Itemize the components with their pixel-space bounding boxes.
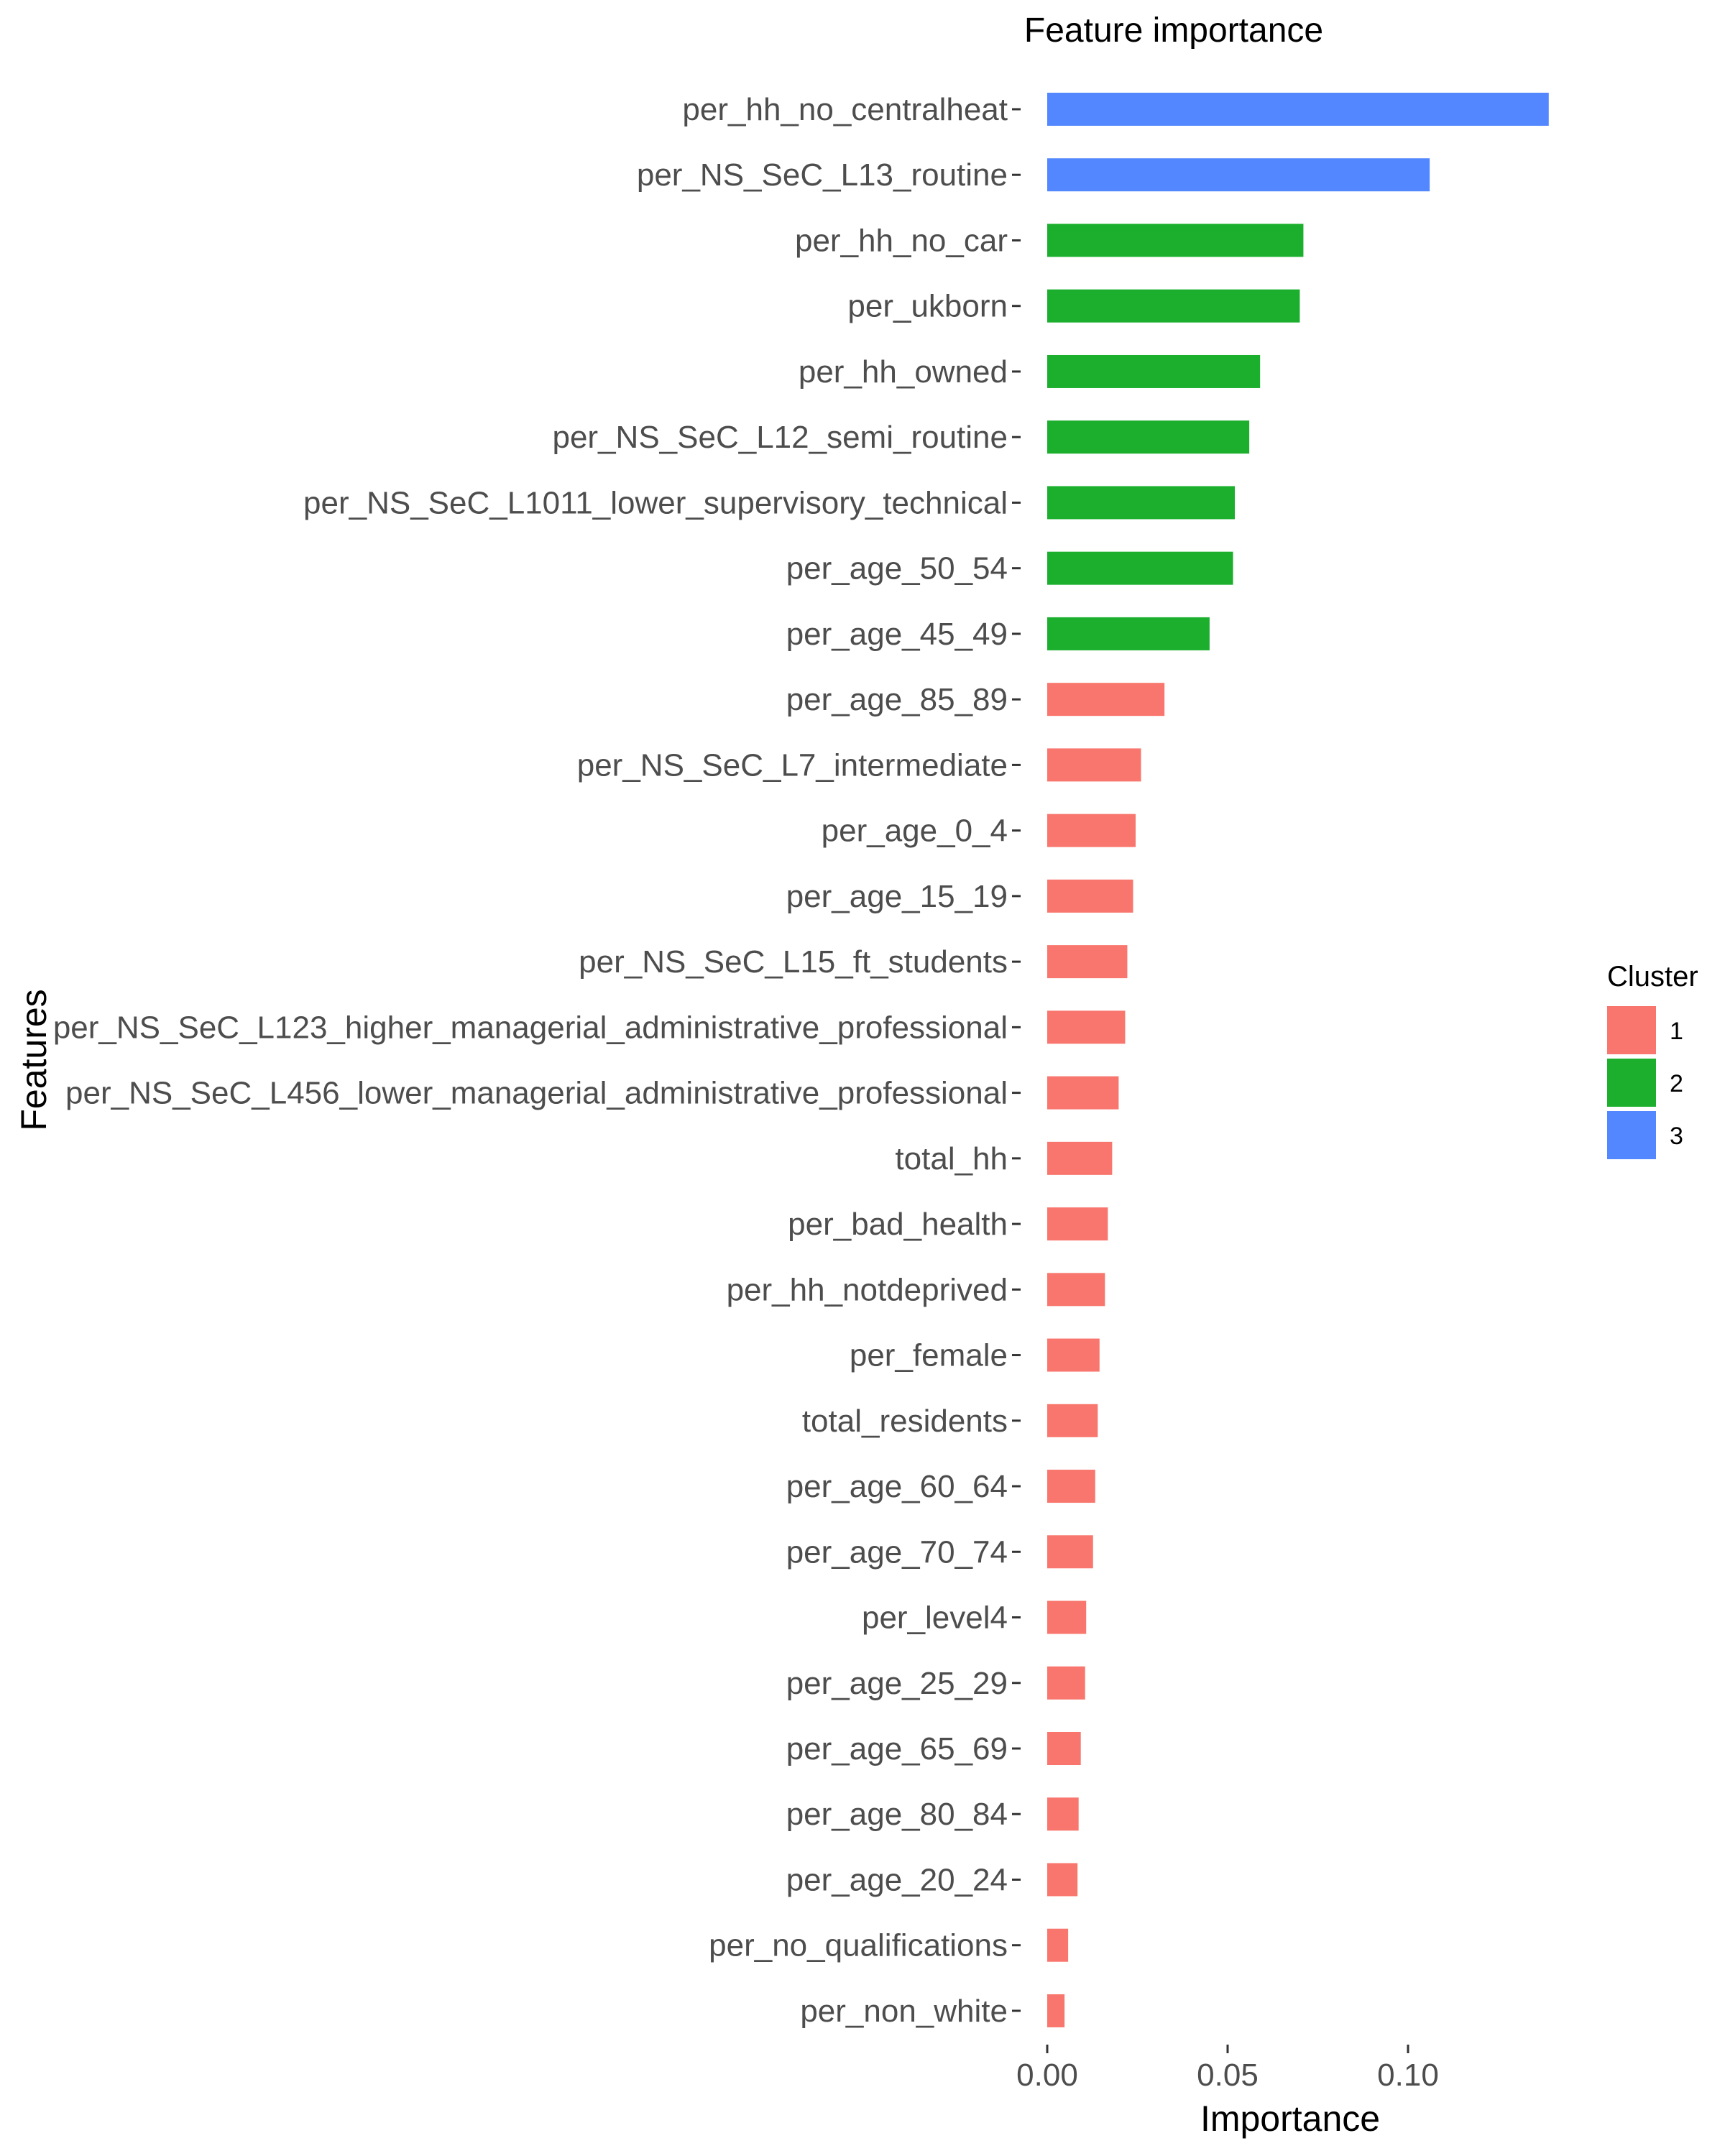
y-tick-label: per_ukborn (847, 289, 1008, 324)
y-tick-label: per_age_0_4 (822, 814, 1008, 849)
bar-per_bad_health (1047, 1207, 1108, 1241)
bar-per_NS_SeC_L15_ft_students (1047, 945, 1128, 979)
bar-total_residents (1047, 1404, 1098, 1437)
bar-per_NS_SeC_L456_lower_managerial_administrative_professional (1047, 1076, 1119, 1110)
y-tick-label: per_no_qualifications (709, 1928, 1008, 1963)
bar-per_age_65_69 (1047, 1732, 1081, 1765)
y-tick-label: per_female (850, 1338, 1008, 1373)
y-tick-label: per_age_20_24 (786, 1862, 1008, 1897)
legend-label-1: 1 (1670, 1018, 1683, 1045)
bar-per_age_70_74 (1047, 1535, 1093, 1569)
y-tick-label: per_age_85_89 (786, 682, 1008, 717)
y-tick-label: per_non_white (800, 1994, 1008, 2029)
x-tick-label: 0.05 (1197, 2058, 1259, 2093)
y-tick-label: per_NS_SeC_L456_lower_managerial_adminis… (65, 1076, 1008, 1111)
bar-per_NS_SeC_L12_semi_routine (1047, 420, 1250, 454)
bar-per_age_85_89 (1047, 683, 1165, 717)
bar-per_non_white (1047, 1994, 1065, 2027)
y-axis-label: Features (14, 989, 54, 1130)
y-tick-label: per_hh_notdeprived (727, 1272, 1008, 1307)
legend-swatch-1 (1607, 1006, 1656, 1054)
bar-per_ukborn (1047, 289, 1300, 323)
bar-per_NS_SeC_L1011_lower_supervisory_technical (1047, 486, 1236, 520)
y-tick-label: total_residents (802, 1404, 1008, 1439)
x-axis-ticks: 0.00 0.05 0.10 (1016, 2045, 1439, 2093)
chart-title: Feature importance (1024, 11, 1323, 50)
bar-per_female (1047, 1338, 1100, 1372)
legend-swatch-3 (1607, 1111, 1656, 1159)
y-tick-label: per_age_70_74 (786, 1534, 1008, 1570)
bar-per_age_45_49 (1047, 617, 1210, 650)
bar-per_NS_SeC_L123_higher_managerial_administrative_professional (1047, 1010, 1126, 1044)
y-tick-label: per_level4 (862, 1600, 1008, 1636)
y-tick-label: per_NS_SeC_L1011_lower_supervisory_techn… (303, 485, 1008, 520)
y-tick-label: per_NS_SeC_L7_intermediate (577, 747, 1008, 783)
bar-per_NS_SeC_L13_routine (1047, 158, 1430, 192)
y-tick-label: per_hh_no_centralheat (682, 92, 1008, 127)
y-tick-label: per_age_50_54 (786, 551, 1008, 586)
y-tick-label: per_NS_SeC_L13_routine (637, 157, 1008, 193)
bar-per_age_80_84 (1047, 1797, 1079, 1831)
bar-total_hh (1047, 1141, 1113, 1175)
y-tick-label: per_NS_SeC_L15_ft_students (579, 944, 1008, 980)
legend-swatch-2 (1607, 1059, 1656, 1107)
bar-per_hh_no_centralheat (1047, 93, 1549, 126)
y-tick-label: per_age_60_64 (786, 1469, 1008, 1504)
y-tick-label: per_bad_health (788, 1207, 1008, 1242)
y-tick-label: per_NS_SeC_L12_semi_routine (552, 420, 1008, 455)
bars-layer (1047, 93, 1549, 2027)
y-tick-label: per_age_45_49 (786, 617, 1008, 652)
bar-per_age_60_64 (1047, 1470, 1095, 1503)
y-tick-labels: per_hh_no_centralheat per_NS_SeC_L13_rout… (53, 92, 1021, 2029)
legend-title: Cluster (1607, 961, 1698, 992)
bar-per_hh_owned (1047, 354, 1261, 388)
bar-per_age_15_19 (1047, 879, 1133, 913)
y-tick-label: total_hh (895, 1141, 1008, 1176)
legend-label-2: 2 (1670, 1070, 1683, 1097)
bar-per_age_20_24 (1047, 1863, 1078, 1897)
x-tick-label: 0.00 (1016, 2058, 1078, 2093)
bar-per_age_0_4 (1047, 814, 1136, 847)
y-tick-label: per_age_25_29 (786, 1666, 1008, 1701)
y-tick-label: per_NS_SeC_L123_higher_managerial_admini… (53, 1010, 1008, 1045)
y-tick-label: per_age_80_84 (786, 1797, 1008, 1832)
legend-items: 1 2 3 (1607, 1006, 1683, 1159)
y-tick-label: per_hh_no_car (795, 223, 1008, 258)
bar-per_no_qualifications (1047, 1928, 1069, 1962)
legend: Cluster 1 2 3 (1607, 961, 1698, 1159)
y-tick-label: per_hh_owned (799, 354, 1008, 390)
bar-per_level4 (1047, 1600, 1087, 1634)
bar-per_NS_SeC_L7_intermediate (1047, 748, 1141, 782)
x-tick-label: 0.10 (1377, 2058, 1439, 2093)
y-tick-label: per_age_15_19 (786, 879, 1008, 914)
y-tick-label: per_age_65_69 (786, 1731, 1008, 1766)
bar-per_age_50_54 (1047, 551, 1233, 585)
bar-per_hh_no_car (1047, 224, 1304, 257)
x-axis-label: Importance (1200, 2099, 1380, 2139)
bar-per_hh_notdeprived (1047, 1273, 1105, 1307)
legend-label-3: 3 (1670, 1123, 1683, 1150)
bar-per_age_25_29 (1047, 1666, 1085, 1700)
